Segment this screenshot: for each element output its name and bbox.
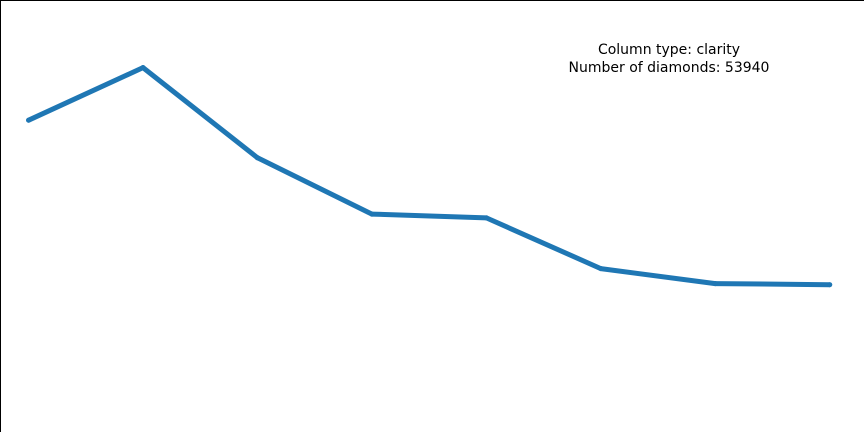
data-point-0-7: [827, 282, 833, 288]
line-segment-0-0: [26, 65, 146, 123]
line-segment-0-6: [712, 281, 833, 288]
data-point-0-4: [483, 215, 489, 221]
series-layer: [26, 65, 833, 288]
line-segment-0-1: [140, 65, 260, 161]
line-segment-0-2: [255, 155, 375, 217]
data-point-0-0: [26, 117, 32, 123]
data-point-0-6: [712, 281, 718, 287]
line-segment-0-3: [369, 211, 489, 221]
annotation-column-type: Column type: clarity: [598, 42, 740, 58]
line-segment-0-4: [483, 215, 604, 272]
line-segment-0-5: [598, 266, 718, 287]
data-point-0-2: [255, 155, 260, 161]
data-point-0-3: [369, 211, 375, 217]
data-point-0-5: [598, 266, 604, 272]
annotation-diamond-count: Number of diamonds: 53940: [569, 60, 770, 76]
data-point-0-1: [140, 65, 146, 71]
